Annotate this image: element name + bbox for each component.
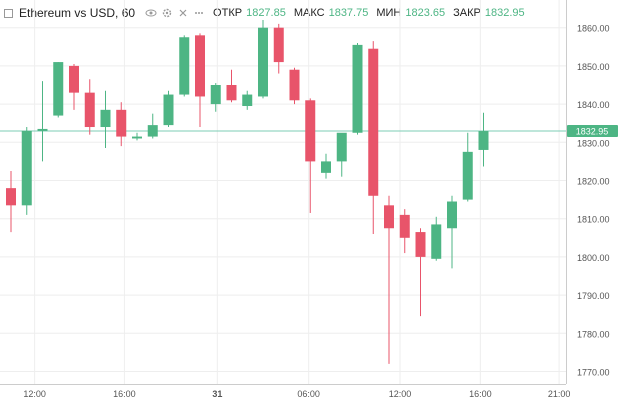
symbol-title: Ethereum vs USD, 60: [19, 6, 136, 20]
candle-down: [399, 214, 410, 238]
y-tick-label: 1790.00: [577, 291, 610, 301]
candle-up: [447, 201, 457, 229]
open-value: 1827.85: [246, 7, 286, 19]
x-tick-label: 06:00: [297, 389, 320, 399]
low-label: МИН: [376, 7, 402, 19]
high-label: МАКС: [293, 7, 325, 19]
y-tick-label: 1850.00: [577, 62, 610, 72]
candle-down: [226, 85, 237, 101]
candle-up: [132, 136, 142, 139]
candle-down: [69, 65, 79, 93]
high-value: 1837.75: [328, 7, 369, 19]
x-tick-label: 16:00: [113, 389, 136, 399]
candle-up: [462, 151, 473, 200]
open-label: ОТКР: [213, 7, 243, 19]
chart-legend: Ethereum vs USD, 60 ОТКР 1827.85 МАКС 18…: [4, 4, 525, 22]
close-value: 1832.95: [484, 7, 525, 19]
candle-up: [21, 130, 32, 206]
gear-icon[interactable]: [161, 7, 173, 19]
candle-up: [431, 224, 442, 259]
candle-down: [415, 232, 426, 257]
candle-up: [242, 94, 253, 107]
candle-down: [273, 27, 284, 63]
y-tick-label: 1830.00: [577, 138, 610, 148]
candle-down: [116, 109, 127, 137]
candle-down: [84, 92, 95, 128]
candle-down: [305, 100, 316, 162]
y-tick-label: 1770.00: [577, 368, 610, 378]
price-tag-label: 1832.95: [576, 127, 609, 137]
x-tick-label: 16:00: [469, 389, 492, 399]
y-tick-label: 1840.00: [577, 100, 610, 110]
candle-up: [352, 44, 363, 133]
candle-up: [336, 132, 347, 162]
candle-up: [53, 62, 64, 116]
candle-up: [179, 37, 190, 95]
x-tick-label: 21:00: [548, 389, 571, 399]
y-tick-label: 1800.00: [577, 253, 610, 263]
candle-up: [258, 27, 268, 97]
x-tick-label: 12:00: [389, 389, 412, 399]
y-tick-label: 1860.00: [577, 24, 610, 34]
low-value: 1823.65: [405, 7, 446, 19]
x-tick-label: 31: [212, 389, 222, 399]
candle-down: [6, 188, 16, 206]
candle-up: [478, 131, 489, 150]
legend-toggle-checkbox[interactable]: [4, 8, 13, 18]
candle-up: [100, 109, 111, 128]
candle-down: [368, 48, 379, 196]
y-tick-label: 1810.00: [577, 215, 610, 225]
candle-down: [289, 69, 300, 101]
eye-icon[interactable]: [145, 7, 157, 19]
candle-up: [210, 85, 221, 105]
candle-down: [195, 35, 205, 97]
candle-up: [37, 128, 48, 131]
close-label: ЗАКР: [453, 7, 481, 19]
close-icon[interactable]: [177, 7, 189, 19]
candle-down: [384, 205, 394, 229]
price-tag: [567, 125, 618, 138]
candle-up: [147, 125, 158, 137]
y-tick-label: 1780.00: [577, 329, 610, 339]
candle-up: [321, 161, 331, 173]
x-tick-label: 12:00: [23, 389, 46, 399]
candle-up: [163, 94, 174, 126]
more-icon[interactable]: [193, 7, 205, 19]
y-tick-label: 1820.00: [577, 177, 610, 187]
